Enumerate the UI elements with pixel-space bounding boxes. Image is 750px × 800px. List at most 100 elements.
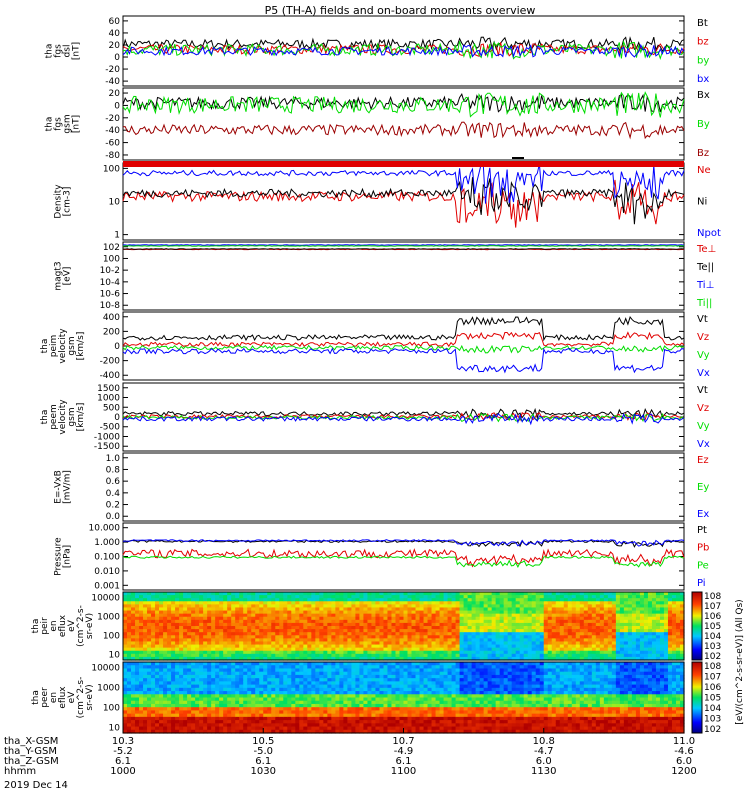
- heatmap-cell: [435, 601, 441, 605]
- y-tick-label: 500: [103, 403, 120, 413]
- heatmap-cell: [315, 641, 320, 646]
- heatmap-cell: [591, 647, 597, 652]
- heatmap-cell: [527, 610, 533, 615]
- heatmap-cell: [595, 601, 601, 605]
- heatmap-cell: [343, 700, 348, 705]
- heatmap-cell: [143, 662, 148, 666]
- heatmap-cell: [355, 595, 361, 599]
- heatmap-cell: [291, 668, 296, 673]
- heatmap-cell: [219, 650, 224, 655]
- heatmap-cell: [259, 635, 264, 639]
- heatmap-cell: [311, 687, 316, 692]
- heatmap-cell: [247, 616, 252, 621]
- heatmap-cell: [263, 707, 268, 712]
- heatmap-cell: [571, 622, 577, 627]
- heatmap-cell: [547, 653, 553, 658]
- heatmap-cell: [551, 592, 557, 596]
- heatmap-cell: [195, 729, 200, 734]
- heatmap-cell: [635, 607, 641, 612]
- heatmap-cell: [591, 626, 597, 630]
- heatmap-cell: [471, 653, 477, 658]
- heatmap-cell: [631, 610, 637, 615]
- heatmap-cell: [359, 662, 365, 666]
- heatmap-cell: [243, 668, 248, 673]
- heatmap-cell: [187, 626, 192, 630]
- heatmap-cell: [491, 629, 497, 633]
- heatmap-cell: [291, 707, 296, 712]
- heatmap-cell: [303, 662, 308, 666]
- heatmap-cell: [203, 638, 208, 643]
- heatmap-cell: [179, 687, 184, 692]
- heatmap-cell: [615, 629, 621, 633]
- heatmap-cell: [355, 723, 361, 728]
- heatmap-cell: [607, 613, 613, 618]
- heatmap-cell: [555, 653, 561, 658]
- heatmap-cell: [375, 638, 381, 643]
- heatmap-cell: [379, 700, 385, 705]
- legend-ex: Ex: [697, 509, 709, 520]
- heatmap-cell: [459, 629, 465, 633]
- heatmap-cell: [287, 678, 292, 682]
- heatmap-cell: [123, 662, 128, 666]
- heatmap-cell: [483, 632, 489, 636]
- heatmap-cell: [303, 644, 308, 649]
- heatmap-cell: [211, 619, 216, 624]
- heatmap-cell: [371, 684, 377, 689]
- heatmap-cell: [291, 626, 296, 630]
- heatmap-cell: [307, 674, 312, 679]
- heatmap-cell: [595, 629, 601, 633]
- heatmap-cell: [283, 647, 288, 652]
- heatmap-cell: [139, 674, 144, 679]
- heatmap-cell: [503, 641, 509, 646]
- heatmap-cell: [287, 595, 292, 599]
- heatmap-cell: [483, 644, 489, 649]
- heatmap-cell: [307, 656, 312, 661]
- heatmap-cell: [247, 703, 252, 708]
- heatmap-cell: [475, 610, 481, 615]
- heatmap-cell: [167, 616, 172, 621]
- heatmap-cell: [655, 629, 661, 633]
- heatmap-cell: [511, 656, 517, 661]
- heatmap-cell: [131, 662, 136, 666]
- heatmap-cell: [311, 613, 316, 618]
- heatmap-cell: [335, 610, 340, 615]
- heatmap-cell: [607, 598, 613, 602]
- heatmap-cell: [259, 610, 264, 615]
- heatmap-cell: [547, 613, 553, 618]
- heatmap-cell: [227, 653, 232, 658]
- heatmap-cell: [311, 592, 316, 596]
- legend-ti: Ti⊥: [696, 280, 714, 291]
- heatmap-cell: [267, 622, 272, 627]
- heatmap-cell: [467, 656, 473, 661]
- heatmap-cell: [179, 601, 184, 605]
- heatmap-cell: [631, 601, 637, 605]
- heatmap-cell: [163, 723, 168, 728]
- heatmap-cell: [199, 703, 204, 708]
- heatmap-cell: [339, 729, 344, 734]
- heatmap-cell: [507, 656, 513, 661]
- heatmap-cell: [403, 713, 409, 718]
- heatmap-cell: [227, 610, 232, 615]
- heatmap-cell: [279, 653, 284, 658]
- heatmap-cell: [467, 635, 473, 639]
- heatmap-cell: [203, 601, 208, 605]
- heatmap-cell: [375, 650, 381, 655]
- y-axis-label: tha peem velocity gsm [km/s]: [40, 399, 86, 435]
- heatmap-cell: [263, 700, 268, 705]
- heatmap-cell: [315, 653, 320, 658]
- heatmap-cell: [143, 592, 148, 596]
- heatmap-cell: [347, 653, 353, 658]
- heatmap-cell: [375, 694, 381, 699]
- heatmap-cell: [435, 616, 441, 621]
- heatmap-cell: [159, 684, 164, 689]
- heatmap-cell: [171, 726, 176, 731]
- heatmap-cell: [295, 635, 300, 639]
- heatmap-cell: [287, 674, 292, 679]
- heatmap-cell: [123, 641, 128, 646]
- heatmap-cell: [167, 622, 172, 627]
- heatmap-cell: [219, 592, 224, 596]
- heatmap-cell: [319, 681, 324, 686]
- heatmap-cell: [587, 604, 593, 609]
- heatmap-cell: [419, 681, 425, 686]
- heatmap-cell: [299, 671, 304, 676]
